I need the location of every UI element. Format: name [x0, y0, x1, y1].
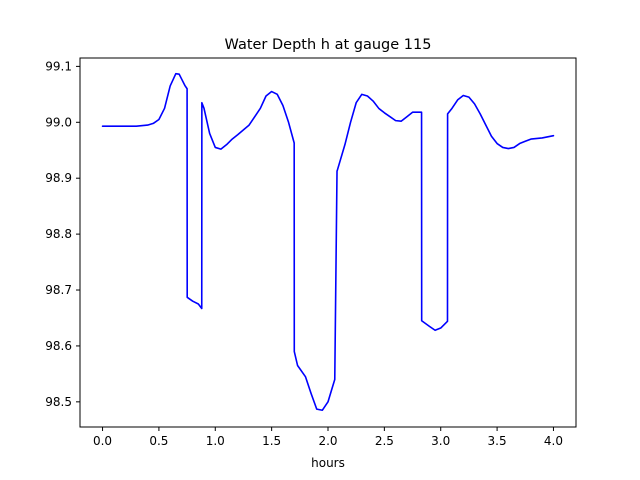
y-tick-label: 98.8 — [45, 227, 72, 241]
x-tick-label: 2.5 — [375, 434, 394, 448]
x-tick-label: 3.5 — [488, 434, 507, 448]
y-tick-label: 99.1 — [45, 59, 72, 73]
x-axis: 0.0 0.5 1.0 1.5 2.0 2.5 3.0 3.5 4.0 — [93, 427, 563, 448]
chart-title: Water Depth h at gauge 115 — [225, 37, 432, 53]
x-tick-label: 1.5 — [262, 434, 281, 448]
y-tick-label: 98.5 — [45, 395, 72, 409]
y-tick-label: 99.0 — [45, 115, 72, 129]
y-tick-label: 98.9 — [45, 171, 72, 185]
x-tick-label: 0.0 — [93, 434, 112, 448]
x-tick-label: 2.0 — [318, 434, 337, 448]
x-tick-label: 1.0 — [206, 434, 225, 448]
x-tick-label: 4.0 — [544, 434, 563, 448]
y-axis: 98.5 98.6 98.7 98.8 98.9 99.0 99.1 — [45, 59, 80, 409]
x-tick-label: 0.5 — [149, 434, 168, 448]
y-tick-label: 98.6 — [45, 339, 72, 353]
series-line-water-depth — [101, 72, 555, 412]
y-tick-label: 98.7 — [45, 283, 72, 297]
series-layer — [101, 72, 555, 412]
x-tick-label: 3.0 — [431, 434, 450, 448]
x-axis-label: hours — [311, 456, 345, 470]
